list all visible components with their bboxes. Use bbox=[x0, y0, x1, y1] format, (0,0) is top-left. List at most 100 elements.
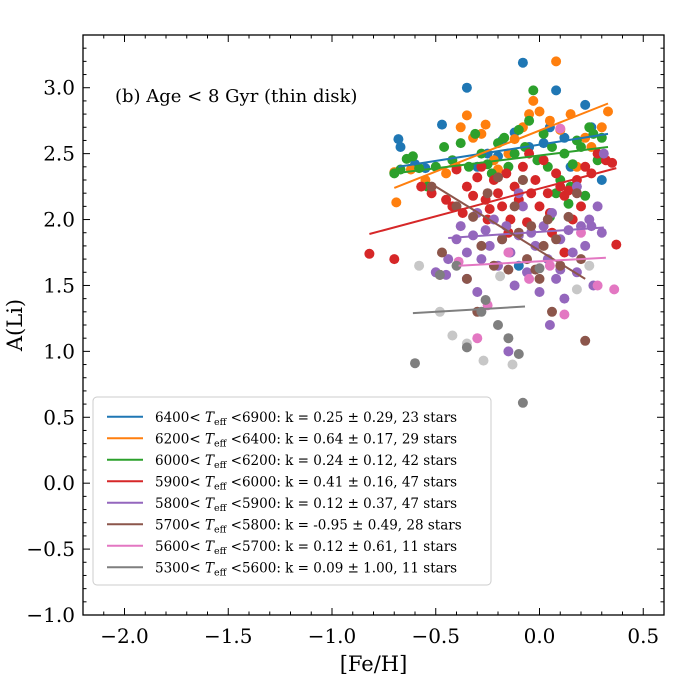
data-point bbox=[607, 157, 618, 168]
x-tick-label: −0.5 bbox=[411, 624, 460, 648]
data-point bbox=[484, 204, 495, 214]
data-point bbox=[598, 148, 609, 159]
data-point bbox=[389, 254, 400, 265]
x-tick-label: −1.0 bbox=[308, 624, 357, 648]
data-point bbox=[528, 85, 539, 96]
data-point bbox=[503, 333, 514, 344]
y-tick-label: 1.0 bbox=[43, 339, 75, 363]
fit-line bbox=[394, 146, 609, 175]
data-point bbox=[596, 175, 607, 185]
data-point bbox=[443, 254, 454, 265]
data-point bbox=[484, 240, 495, 251]
data-point bbox=[596, 227, 607, 238]
data-point bbox=[499, 132, 510, 143]
data-point bbox=[576, 201, 586, 212]
data-point bbox=[534, 106, 545, 117]
data-point bbox=[538, 128, 549, 139]
plot-frame bbox=[82, 34, 665, 616]
data-point bbox=[517, 397, 528, 408]
y-tick-label: −0.5 bbox=[26, 537, 75, 561]
data-point bbox=[586, 221, 597, 232]
y-tick-label: 3.0 bbox=[43, 76, 75, 100]
data-point bbox=[524, 273, 535, 284]
data-point bbox=[513, 124, 524, 135]
data-point bbox=[455, 138, 466, 149]
data-point bbox=[461, 82, 472, 93]
data-point bbox=[503, 247, 514, 258]
legend-entry: 5800< Teff <5900: k = 0.12 ± 0.37, 47 st… bbox=[155, 496, 457, 514]
data-point bbox=[426, 181, 437, 192]
data-point bbox=[559, 293, 570, 304]
data-point bbox=[517, 201, 528, 212]
data-point bbox=[447, 330, 458, 341]
data-point bbox=[517, 161, 528, 172]
data-point bbox=[563, 211, 574, 222]
data-point bbox=[416, 181, 427, 192]
data-point bbox=[551, 273, 562, 284]
data-point bbox=[468, 190, 479, 201]
legend-entry: 5700< Teff <5800: k = -0.95 ± 0.49, 28 s… bbox=[155, 517, 462, 535]
fit-line bbox=[448, 226, 604, 239]
y-tick-label: 0.5 bbox=[43, 405, 75, 429]
x-axis-label: [Fe/H] bbox=[340, 652, 408, 676]
data-point bbox=[544, 260, 555, 271]
data-point bbox=[461, 342, 472, 353]
scatter-points bbox=[364, 56, 622, 408]
data-point bbox=[538, 240, 549, 251]
y-tick-label: 0.0 bbox=[43, 471, 75, 495]
data-point bbox=[580, 240, 591, 251]
data-point bbox=[603, 106, 613, 117]
legend-box bbox=[92, 396, 492, 586]
data-point bbox=[468, 211, 479, 222]
data-point bbox=[551, 168, 562, 179]
data-point bbox=[461, 273, 472, 284]
data-point bbox=[509, 201, 520, 212]
data-point bbox=[493, 320, 503, 330]
data-point bbox=[534, 201, 545, 212]
data-point bbox=[567, 247, 578, 258]
data-point bbox=[472, 287, 483, 297]
data-point bbox=[555, 260, 566, 271]
data-point bbox=[470, 128, 481, 139]
data-point bbox=[476, 161, 487, 172]
data-point bbox=[472, 333, 483, 344]
data-point bbox=[551, 234, 562, 245]
data-point bbox=[439, 142, 450, 152]
legend-entry: 6200< Teff <6400: k = 0.64 ± 0.17, 29 st… bbox=[155, 431, 457, 449]
data-point bbox=[611, 239, 622, 250]
data-point bbox=[497, 234, 508, 245]
data-point bbox=[461, 247, 472, 258]
data-point bbox=[503, 346, 514, 357]
data-point bbox=[551, 85, 562, 96]
fit-lines bbox=[369, 102, 617, 315]
data-point bbox=[480, 225, 491, 236]
data-point bbox=[461, 110, 472, 121]
data-point bbox=[513, 349, 524, 359]
data-point bbox=[580, 161, 591, 172]
data-point bbox=[507, 359, 518, 370]
panel-label: (b) Age < 8 Gyr (thin disk) bbox=[115, 86, 357, 107]
data-point bbox=[480, 295, 491, 305]
data-point bbox=[517, 175, 528, 185]
data-point bbox=[580, 335, 591, 346]
fit-line bbox=[431, 183, 586, 280]
y-tick-label: 1.5 bbox=[43, 273, 75, 297]
data-point bbox=[555, 123, 566, 134]
data-point bbox=[584, 260, 595, 271]
y-tick-label: 2.0 bbox=[43, 208, 75, 232]
data-point bbox=[451, 260, 462, 271]
data-point bbox=[480, 119, 491, 130]
data-point bbox=[571, 188, 582, 199]
data-point bbox=[482, 188, 493, 199]
data-point bbox=[530, 175, 541, 185]
x-tick-label: −1.5 bbox=[204, 624, 253, 648]
data-point bbox=[524, 115, 535, 126]
x-tick-label: −2.0 bbox=[100, 624, 149, 648]
data-point bbox=[364, 248, 375, 259]
data-point bbox=[567, 159, 578, 170]
data-point bbox=[517, 57, 528, 68]
data-point bbox=[547, 142, 557, 152]
fit-line bbox=[393, 102, 609, 189]
data-point bbox=[476, 254, 487, 265]
data-point bbox=[580, 99, 591, 110]
